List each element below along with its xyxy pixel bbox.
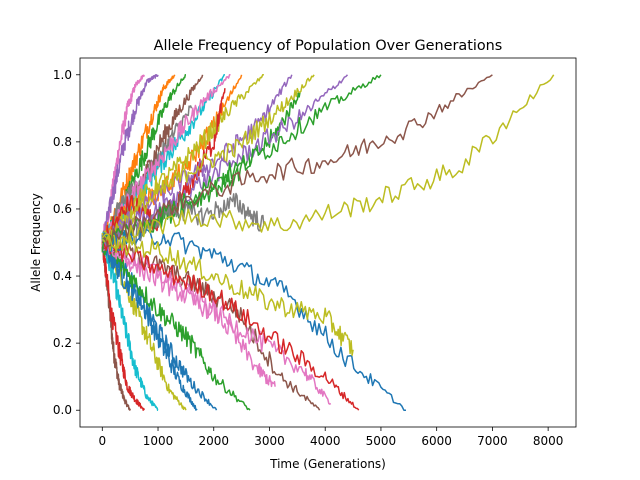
series-line-1	[101, 237, 131, 411]
y-tick-label: 0.4	[53, 269, 72, 283]
y-tick-label: 0.8	[53, 135, 72, 149]
series-line-27	[101, 237, 360, 411]
x-tick-label: 6000	[421, 434, 452, 448]
y-tick-label: 0.6	[53, 202, 72, 216]
chart-title: Allele Frequency of Population Over Gene…	[154, 38, 503, 54]
x-tick-label: 0	[98, 434, 106, 448]
x-axis-ticks: 0 1000 2000 3000 4000 5000 6000 7000 8000	[98, 427, 563, 448]
series-layer	[101, 74, 555, 411]
series-line-30	[101, 234, 354, 356]
x-tick-label: 5000	[366, 434, 397, 448]
x-tick-label: 7000	[477, 434, 508, 448]
x-tick-label: 8000	[533, 434, 564, 448]
series-line-2	[101, 74, 145, 246]
y-axis-ticks: 0.0 0.2 0.4 0.6 0.8 1.0	[53, 68, 80, 417]
series-line-21	[101, 91, 301, 247]
series-line-7	[101, 233, 187, 411]
series-line-5	[101, 236, 159, 411]
x-axis-title: Time (Generations)	[269, 457, 386, 471]
x-tick-label: 4000	[310, 434, 341, 448]
series-line-22	[101, 74, 315, 244]
y-tick-label: 0.0	[53, 403, 72, 417]
x-tick-label: 1000	[143, 434, 174, 448]
series-line-3	[101, 236, 145, 411]
series-line-4	[101, 74, 159, 244]
y-axis-title: Allele Frequency	[29, 193, 43, 292]
series-line-28	[101, 74, 382, 252]
series-line-23	[101, 236, 321, 411]
x-tick-label: 2000	[198, 434, 229, 448]
series-line-32	[101, 74, 555, 249]
y-tick-label: 0.2	[53, 336, 72, 350]
series-line-26	[101, 74, 349, 252]
plot-frame	[79, 57, 577, 428]
series-line-15	[101, 233, 251, 411]
x-tick-label: 3000	[254, 434, 285, 448]
series-line-31	[101, 74, 493, 247]
y-tick-label: 1.0	[53, 68, 72, 82]
